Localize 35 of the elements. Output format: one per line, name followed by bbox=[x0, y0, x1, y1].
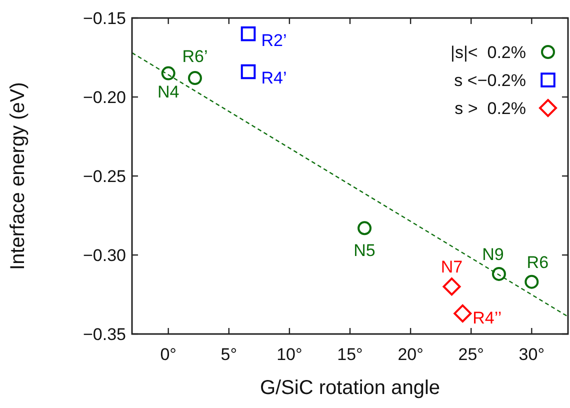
y-axis-title: Interface energy (eV) bbox=[7, 82, 29, 270]
annotation: R6 bbox=[526, 252, 549, 272]
annotation: N4 bbox=[157, 82, 180, 102]
x-tick-label: 25° bbox=[458, 345, 484, 364]
point bbox=[492, 266, 506, 281]
y-tick-label: −0.35 bbox=[82, 325, 126, 344]
y-tick-label: −0.25 bbox=[82, 167, 126, 186]
x-tick-label: 10° bbox=[276, 345, 302, 364]
x-tick-label: 0° bbox=[160, 345, 176, 364]
point bbox=[188, 71, 202, 86]
point bbox=[524, 274, 539, 289]
x-tick-label: 15° bbox=[337, 345, 363, 364]
point bbox=[161, 66, 176, 80]
legend-label: s <−0.2% bbox=[454, 71, 526, 90]
point bbox=[358, 221, 372, 236]
annotation: R6’ bbox=[182, 47, 208, 66]
y-tick-label: −0.30 bbox=[82, 246, 126, 265]
x-tick-label: 30° bbox=[518, 345, 545, 364]
annotation: N5 bbox=[354, 241, 376, 260]
point bbox=[442, 278, 461, 296]
legend-label: |s|< 0.2% bbox=[450, 43, 526, 62]
point bbox=[240, 64, 256, 80]
annotation: N7 bbox=[440, 258, 463, 277]
y-tick-label: −0.20 bbox=[82, 88, 126, 107]
annotation: R2’ bbox=[261, 30, 287, 50]
point bbox=[240, 26, 256, 42]
legend-label: s > 0.2% bbox=[454, 99, 526, 118]
point bbox=[454, 304, 472, 322]
y-tick-label: −0.15 bbox=[82, 9, 126, 28]
annotation: N9 bbox=[482, 244, 504, 264]
x-tick-label: 5° bbox=[220, 345, 238, 364]
x-axis-title: G/SiC rotation angle bbox=[260, 377, 440, 399]
annotation: R4’’ bbox=[472, 308, 502, 328]
annotation: R4’ bbox=[261, 68, 287, 88]
x-tick-label: 20° bbox=[398, 345, 424, 364]
